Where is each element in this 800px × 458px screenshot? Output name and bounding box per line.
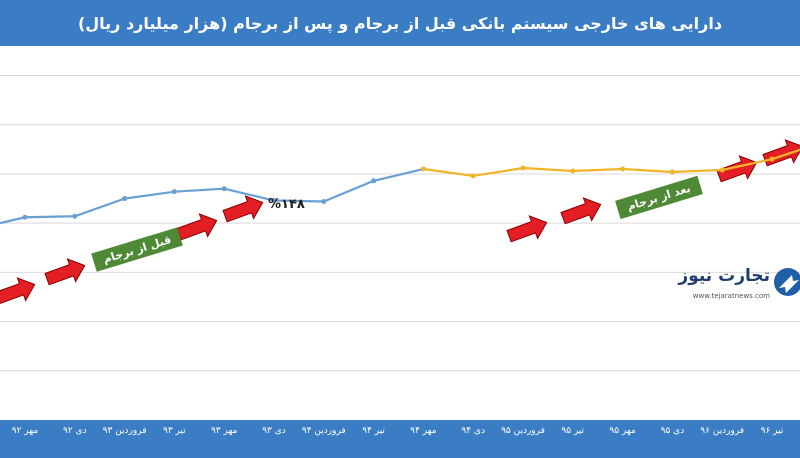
x-tick-label: دی ۹۲ — [63, 426, 87, 436]
x-tick-label: مهر ۹۳ — [210, 426, 238, 436]
data-point — [470, 173, 476, 179]
data-point — [171, 189, 177, 195]
x-tick-label: دی ۹۳ — [262, 426, 286, 436]
trend-arrow — [176, 213, 218, 241]
x-tick-label: مهر ۹۴ — [410, 426, 437, 436]
x-tick-label: تیر ۹۳ — [163, 426, 186, 436]
chart-title: دارایی های خارجی سیستم بانکی قبل از برجا… — [0, 0, 800, 46]
trend-arrow — [506, 215, 548, 243]
x-tick-label: فروردین ۹۶ — [700, 426, 745, 436]
logo-url: www.tejaratnews.com — [692, 292, 770, 300]
logo-arrow-icon — [779, 275, 799, 293]
trend-arrow — [716, 155, 758, 183]
line-chart — [0, 75, 800, 372]
x-tick-label: مهر ۹۲ — [11, 426, 39, 436]
x-axis-bar — [0, 420, 800, 458]
trend-arrows — [0, 139, 800, 305]
series-line-before — [0, 167, 424, 225]
trend-arrow — [222, 195, 264, 223]
trend-arrow — [762, 139, 800, 167]
data-point — [72, 213, 78, 219]
x-tick-label: فروردین ۹۵ — [501, 426, 545, 436]
x-tick-label: تیر ۹۴ — [362, 426, 385, 436]
trend-arrow — [560, 197, 602, 225]
trend-arrow — [44, 258, 86, 286]
logo-name: تجارت نیوز — [678, 266, 770, 286]
x-tick-label: مهر ۹۵ — [609, 426, 636, 436]
grid-lines — [0, 75, 800, 372]
tejarat-news-logo — [774, 268, 800, 296]
trend-arrow — [0, 277, 36, 305]
data-point — [769, 156, 775, 162]
x-tick-label: فروردین ۹۴ — [301, 426, 346, 436]
data-point — [271, 198, 277, 204]
data-point — [122, 196, 128, 202]
x-tick-label: دی ۹۴ — [461, 426, 485, 436]
x-tick-label: تیر ۹۵ — [561, 426, 585, 436]
data-point — [321, 199, 327, 205]
data-point — [520, 165, 526, 171]
data-point — [221, 186, 227, 192]
data-point — [719, 167, 725, 173]
data-point — [22, 214, 28, 220]
series-lines — [0, 148, 800, 225]
data-point — [570, 168, 576, 174]
data-point — [620, 166, 626, 172]
data-point — [371, 178, 377, 184]
x-tick-label: تیر ۹۶ — [760, 426, 784, 436]
growth-label: %۱۴۸ — [268, 197, 305, 212]
data-point — [420, 166, 426, 172]
x-tick-label: دی ۹۵ — [660, 426, 685, 436]
data-point — [669, 169, 675, 175]
x-tick-label: فروردین ۹۳ — [102, 426, 147, 436]
